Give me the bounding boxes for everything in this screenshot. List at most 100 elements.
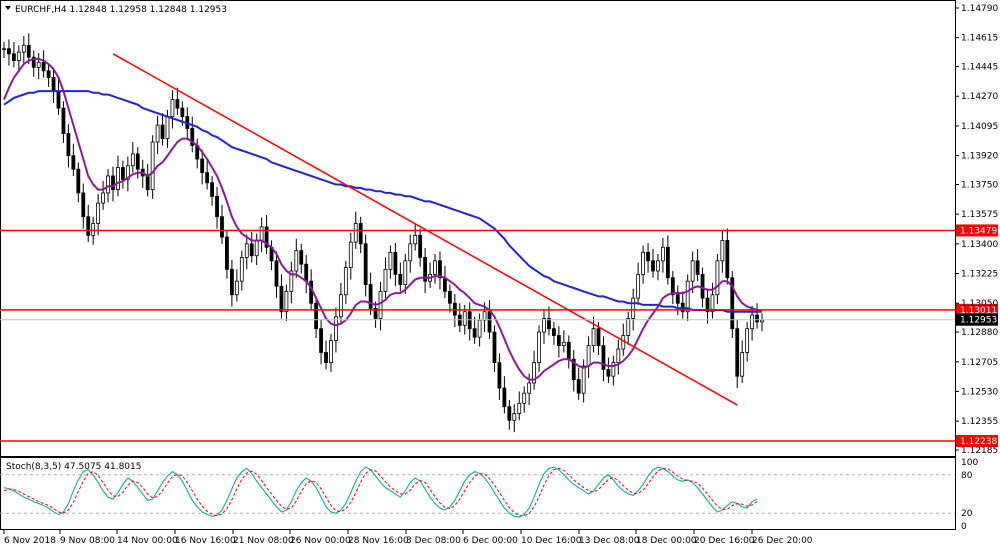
candle-body xyxy=(388,251,393,270)
candle-body xyxy=(81,192,86,218)
candle-body xyxy=(234,280,239,296)
candle-body xyxy=(695,260,700,275)
candle-body xyxy=(760,319,764,323)
candle-body xyxy=(26,44,31,58)
candle-body xyxy=(423,257,428,282)
candle-body xyxy=(12,53,16,61)
y-tick-label: 1.14615 xyxy=(961,34,998,44)
candle-body xyxy=(596,328,601,347)
candle-body xyxy=(76,168,81,194)
candle-body xyxy=(21,44,26,53)
candle-body xyxy=(517,402,522,414)
stoch-level-label: 80 xyxy=(961,471,973,481)
candle-body xyxy=(135,153,140,170)
stoch-signal-line xyxy=(3,467,758,517)
y-tick-label: 1.13050 xyxy=(961,299,998,309)
candle-body xyxy=(522,392,527,404)
candle-body xyxy=(2,48,6,51)
candle-body xyxy=(438,260,442,279)
candle-body xyxy=(96,202,101,224)
candle-body xyxy=(571,358,576,380)
candle-body xyxy=(502,387,507,408)
x-tick-label: 26 Dec 20:00 xyxy=(752,536,813,546)
current-price-label: 1.12953 xyxy=(960,316,997,326)
candle-body xyxy=(418,234,423,258)
candle-body xyxy=(46,70,51,78)
y-tick-label: 1.14445 xyxy=(961,63,998,73)
candle-body xyxy=(353,223,358,243)
candle-body xyxy=(705,297,710,313)
levels-group: 1.13479 1.13011 1.12238 1.12953 xyxy=(0,53,998,448)
y-tick-label: 1.14790 xyxy=(961,4,998,14)
x-tick-label: 28 Nov 16:00 xyxy=(348,536,409,546)
level-label-box xyxy=(956,303,998,316)
x-tick-label: 13 Dec 08:00 xyxy=(579,536,640,546)
candle-body xyxy=(368,284,373,309)
candle-body xyxy=(106,175,110,194)
candle-body xyxy=(41,61,46,72)
y-tick-label: 1.13225 xyxy=(961,270,998,280)
y-tick-label: 1.12530 xyxy=(961,387,998,397)
stoch-label: Stoch(8,3,5) 47.5075 41.8015 xyxy=(6,462,141,472)
candle-body xyxy=(735,328,740,377)
level-label: 1.13479 xyxy=(960,226,997,236)
candle-body xyxy=(755,314,759,323)
candle-body xyxy=(601,345,606,370)
candle-body xyxy=(730,277,735,330)
candle-body xyxy=(631,297,636,319)
x-tick-label: 21 Nov 08:00 xyxy=(233,536,294,546)
candle-body xyxy=(31,56,36,68)
candle-body xyxy=(586,345,591,367)
candle-body xyxy=(289,270,294,292)
candle-body xyxy=(477,319,482,338)
candle-body xyxy=(200,158,205,173)
candle-body xyxy=(348,241,353,269)
candle-body xyxy=(611,362,616,377)
candle-body xyxy=(576,379,581,394)
candle-body xyxy=(294,250,299,272)
current-price-box xyxy=(956,313,998,326)
chevron-down-icon[interactable] xyxy=(5,6,11,10)
candle-body xyxy=(239,257,244,282)
candle-body xyxy=(101,192,105,204)
candle-body xyxy=(646,251,650,262)
candle-body xyxy=(700,273,705,299)
y-tick-label: 1.12355 xyxy=(961,417,998,427)
candle-body xyxy=(111,175,115,190)
candle-body xyxy=(532,362,537,384)
candle-body xyxy=(304,263,309,282)
y-tick-label: 1.13750 xyxy=(961,180,998,190)
candle-body xyxy=(358,223,363,245)
candle-body xyxy=(408,243,413,262)
x-tick-label: 9 Nov 08:00 xyxy=(60,536,115,546)
candle-body xyxy=(116,167,120,190)
candle-body xyxy=(690,260,695,282)
candle-body xyxy=(740,352,745,377)
level-label-box xyxy=(956,224,998,237)
candle-body xyxy=(264,226,269,248)
candle-body xyxy=(215,195,219,218)
x-tick-label: 18 Dec 00:00 xyxy=(636,536,697,546)
candle-body xyxy=(56,90,61,109)
candle-body xyxy=(745,328,750,353)
candle-body xyxy=(606,369,611,377)
candles-group xyxy=(2,33,764,433)
candle-body xyxy=(626,318,631,336)
y-tick-label: 1.14095 xyxy=(961,122,998,132)
main-plot-frame xyxy=(0,0,956,457)
candle-body xyxy=(334,316,338,341)
candle-body xyxy=(413,234,418,245)
candle-body xyxy=(710,294,715,313)
candle-body xyxy=(591,328,596,347)
candle-body xyxy=(616,348,621,364)
candle-body xyxy=(71,155,76,170)
stoch-group: 100 80 20 0 xyxy=(0,458,978,532)
trendline[interactable] xyxy=(112,53,738,406)
candle-body xyxy=(462,311,467,326)
candle-body xyxy=(284,290,289,313)
candle-body xyxy=(383,268,388,292)
candle-body xyxy=(225,236,229,270)
candle-body xyxy=(279,285,284,313)
